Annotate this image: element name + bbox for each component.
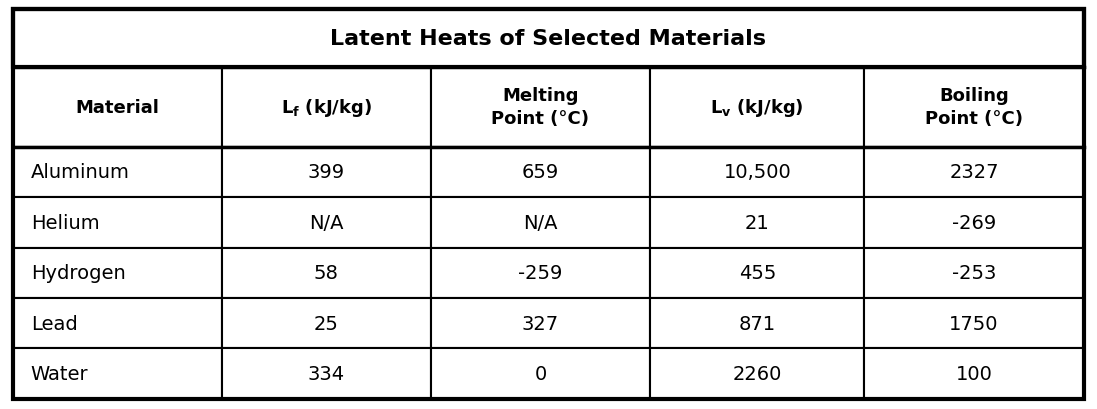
- Text: 1750: 1750: [949, 314, 999, 333]
- Text: -253: -253: [952, 264, 996, 283]
- Text: N/A: N/A: [523, 213, 557, 232]
- Text: Material: Material: [76, 99, 159, 117]
- Text: 327: 327: [522, 314, 559, 333]
- Text: 25: 25: [314, 314, 339, 333]
- Text: 100: 100: [955, 364, 993, 383]
- Polygon shape: [222, 147, 431, 198]
- Polygon shape: [431, 348, 651, 399]
- Text: 10,500: 10,500: [723, 163, 791, 182]
- Text: 871: 871: [738, 314, 776, 333]
- Text: Hydrogen: Hydrogen: [31, 264, 125, 283]
- Polygon shape: [13, 10, 1084, 68]
- Polygon shape: [13, 298, 222, 348]
- Text: Water: Water: [31, 364, 89, 383]
- Text: -259: -259: [518, 264, 563, 283]
- Polygon shape: [13, 348, 222, 399]
- Polygon shape: [13, 68, 222, 147]
- Text: 0: 0: [534, 364, 546, 383]
- Text: Lead: Lead: [31, 314, 78, 333]
- Polygon shape: [651, 147, 864, 198]
- Text: Latent Heats of Selected Materials: Latent Heats of Selected Materials: [330, 29, 767, 49]
- Polygon shape: [222, 68, 431, 147]
- Text: -269: -269: [952, 213, 996, 232]
- Polygon shape: [13, 147, 222, 198]
- Polygon shape: [651, 198, 864, 248]
- Polygon shape: [864, 68, 1084, 147]
- Polygon shape: [431, 68, 651, 147]
- Text: Helium: Helium: [31, 213, 100, 232]
- Text: $\bf{L}_f$ (kJ/kg): $\bf{L}_f$ (kJ/kg): [281, 97, 372, 119]
- Polygon shape: [222, 298, 431, 348]
- Polygon shape: [864, 248, 1084, 298]
- Polygon shape: [13, 248, 222, 298]
- Text: 334: 334: [308, 364, 344, 383]
- Text: 659: 659: [522, 163, 559, 182]
- Text: 399: 399: [308, 163, 344, 182]
- Text: $\bf{L}_v$ (kJ/kg): $\bf{L}_v$ (kJ/kg): [711, 97, 804, 119]
- Polygon shape: [651, 348, 864, 399]
- Polygon shape: [864, 298, 1084, 348]
- Text: 455: 455: [738, 264, 776, 283]
- Polygon shape: [222, 348, 431, 399]
- Polygon shape: [431, 248, 651, 298]
- Text: 21: 21: [745, 213, 770, 232]
- Polygon shape: [431, 147, 651, 198]
- Polygon shape: [864, 198, 1084, 248]
- Polygon shape: [13, 198, 222, 248]
- Polygon shape: [222, 248, 431, 298]
- Text: 2327: 2327: [949, 163, 999, 182]
- Text: 2260: 2260: [733, 364, 782, 383]
- Text: 58: 58: [314, 264, 339, 283]
- Polygon shape: [651, 298, 864, 348]
- Polygon shape: [864, 147, 1084, 198]
- Polygon shape: [431, 198, 651, 248]
- Text: Melting
Point (°C): Melting Point (°C): [491, 87, 589, 128]
- Text: Aluminum: Aluminum: [31, 163, 129, 182]
- Polygon shape: [431, 298, 651, 348]
- Text: Boiling
Point (°C): Boiling Point (°C): [925, 87, 1024, 128]
- Polygon shape: [651, 68, 864, 147]
- Polygon shape: [864, 348, 1084, 399]
- Polygon shape: [651, 248, 864, 298]
- Polygon shape: [222, 198, 431, 248]
- Text: N/A: N/A: [309, 213, 343, 232]
